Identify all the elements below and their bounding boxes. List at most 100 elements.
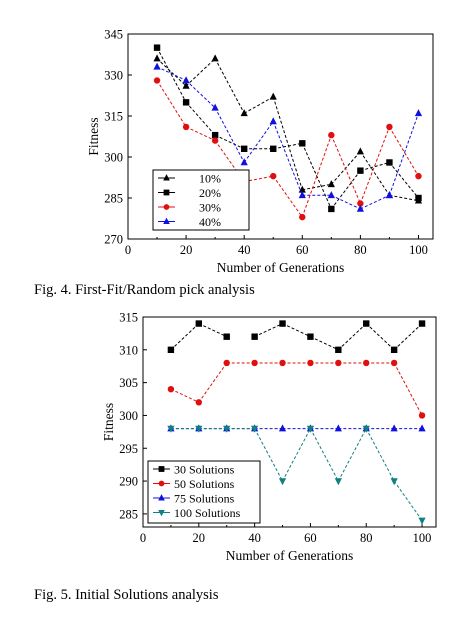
data-point-30-solutions-fig5 (418, 320, 426, 327)
data-point-100-solutions-fig5 (334, 478, 342, 486)
data-point-50-solutions-fig5 (390, 359, 398, 367)
data-point-40-fig4 (327, 191, 335, 199)
x-tick-label-fig5: 80 (360, 531, 373, 545)
data-point-75-solutions-fig5 (418, 424, 426, 432)
plot-frame-fig4 (127, 33, 434, 240)
x-tick-label-fig5: 100 (413, 531, 432, 545)
data-point-40-fig4 (298, 191, 306, 199)
x-axis-label-fig5: Number of Generations (226, 548, 353, 563)
data-point-30-solutions-fig5 (363, 320, 370, 327)
series-line-10-fig4 (330, 151, 361, 185)
series-line-10-fig4 (243, 96, 274, 114)
legend-marker-50-solutions-fig5 (158, 480, 165, 487)
data-point-50-solutions-fig5 (223, 359, 230, 367)
series-line-20-fig4 (185, 102, 216, 136)
legend-marker-20-fig4 (163, 189, 170, 196)
x-tick-label-fig5: 40 (248, 531, 261, 545)
data-point-40-fig4 (414, 109, 423, 117)
series-line-30-fig4 (388, 126, 419, 177)
series-line-30-fig4 (301, 134, 332, 218)
data-point-30-solutions-fig5 (195, 320, 203, 327)
plot-frame-fig5 (142, 316, 437, 528)
series-line-30-solutions-fig5 (198, 323, 227, 338)
x-tick-label-fig5: 0 (140, 531, 146, 545)
data-point-20-fig4 (357, 167, 364, 174)
data-point-40-fig4 (356, 204, 364, 212)
series-line-20-fig4 (360, 161, 390, 172)
series-line-30-solutions-fig5 (337, 323, 367, 351)
data-point-50-solutions-fig5 (195, 399, 203, 406)
series-line-10-fig4 (389, 194, 419, 202)
x-tick-label-fig4: 0 (125, 243, 131, 257)
figure-caption-fig5: Fig. 5. Initial Solutions analysis (34, 587, 219, 603)
data-point-20-fig4 (211, 131, 219, 139)
data-point-75-solutions-fig5 (278, 424, 287, 432)
data-point-50-solutions-fig5 (279, 359, 286, 367)
series-line-100-solutions-fig5 (365, 428, 395, 482)
data-point-50-solutions-fig5 (335, 359, 342, 367)
series-line-40-fig4 (185, 80, 216, 109)
data-point-10-fig4 (182, 81, 190, 89)
data-point-10-fig4 (240, 109, 248, 117)
data-point-50-solutions-fig5 (167, 385, 175, 393)
data-point-30-fig4 (299, 213, 306, 221)
data-point-30-solutions-fig5 (167, 346, 175, 354)
y-tick-label-fig4: 270 (104, 233, 123, 247)
data-point-10-fig4 (356, 147, 364, 155)
data-point-100-solutions-fig5 (390, 478, 398, 486)
series-line-30-fig4 (330, 134, 361, 204)
legend-marker-75-solutions-fig5 (158, 494, 165, 501)
data-point-50-solutions-fig5 (251, 359, 258, 367)
series-line-10-fig4 (185, 58, 216, 87)
y-tick-label-fig5: 305 (119, 376, 138, 390)
data-point-30-solutions-fig5 (390, 346, 398, 354)
series-line-40-fig4 (214, 107, 245, 163)
series-line-10-fig4 (214, 58, 245, 114)
series-line-50-solutions-fig5 (198, 362, 228, 403)
data-point-20-fig4 (328, 205, 335, 213)
y-tick-label-fig5: 310 (119, 343, 138, 357)
legend-marker-30-fig4 (163, 204, 170, 210)
data-point-40-fig4 (153, 62, 161, 70)
series-line-30-fig4 (185, 126, 216, 142)
data-point-100-solutions-fig5 (278, 478, 287, 486)
y-tick-label-fig4: 285 (104, 192, 123, 206)
series-line-30-fig4 (272, 175, 303, 218)
y-tick-label-fig5: 295 (119, 442, 138, 456)
legend-marker-40-fig4 (163, 217, 170, 224)
series-line-100-solutions-fig5 (393, 480, 423, 521)
data-point-100-solutions-fig5 (251, 425, 259, 433)
data-point-30-solutions-fig5 (279, 320, 286, 327)
data-point-20-fig4 (182, 99, 190, 106)
data-point-40-fig4 (269, 117, 277, 125)
x-tick-label-fig4: 60 (296, 243, 309, 257)
figure-caption-fig4: Fig. 4. First-Fit/Random pick analysis (34, 282, 255, 298)
series-line-30-fig4 (156, 80, 187, 128)
data-point-30-fig4 (153, 77, 161, 84)
series-line-20-fig4 (214, 134, 245, 150)
series-line-40-fig4 (156, 66, 187, 81)
data-point-50-solutions-fig5 (363, 359, 370, 367)
x-axis-label-fig4: Number of Generations (217, 260, 344, 275)
data-point-100-solutions-fig5 (223, 425, 231, 433)
series-line-30-solutions-fig5 (310, 336, 339, 351)
data-point-20-fig4 (240, 145, 248, 152)
y-tick-label-fig4: 300 (104, 151, 123, 165)
data-point-100-solutions-fig5 (418, 517, 426, 525)
legend-label-75-solutions-fig5: 75 Solutions (174, 492, 235, 506)
series-line-30-fig4 (359, 126, 390, 204)
series-line-50-solutions-fig5 (393, 362, 423, 416)
data-point-20-fig4 (270, 145, 277, 152)
data-point-30-solutions-fig5 (307, 333, 314, 340)
data-point-20-fig4 (153, 44, 161, 51)
legend-label-30-solutions-fig5: 30 Solutions (174, 463, 235, 477)
x-tick-label-fig5: 20 (193, 531, 206, 545)
data-point-100-solutions-fig5 (306, 425, 315, 433)
data-point-30-solutions-fig5 (335, 346, 342, 354)
series-line-20-fig4 (330, 170, 361, 210)
data-point-40-fig4 (211, 103, 219, 111)
x-tick-label-fig4: 100 (409, 243, 428, 257)
data-point-30-fig4 (270, 172, 277, 180)
y-axis-label-fig4: Fitness (86, 117, 101, 155)
